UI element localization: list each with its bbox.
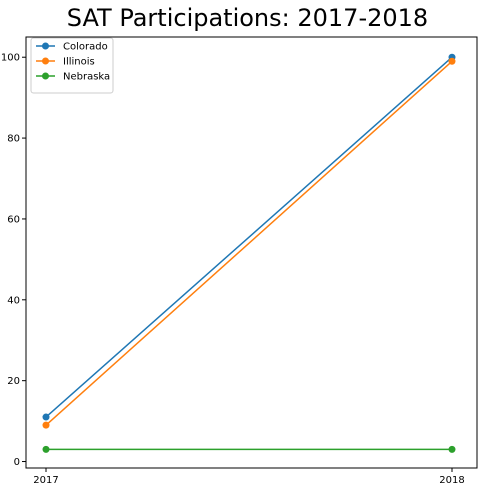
series-line-colorado	[45, 56, 453, 418]
data-point-illinois	[448, 57, 456, 65]
y-tick-label: 100	[1, 53, 20, 64]
legend-label-illinois: Illinois	[63, 57, 95, 68]
legend-label-colorado: Colorado	[63, 42, 108, 53]
series-line-illinois	[45, 60, 453, 426]
legend-box	[30, 37, 114, 94]
legend-marker-illinois	[42, 57, 49, 65]
legend: Colorado Illinois Nebraska	[30, 37, 114, 94]
y-tick-label: 20	[7, 376, 20, 387]
series-layer	[42, 53, 456, 453]
plot-frame	[25, 36, 478, 469]
x-tick-label: 2017	[33, 475, 58, 486]
data-point-colorado	[42, 413, 50, 421]
data-point-nebraska	[42, 445, 50, 453]
legend-label-nebraska: Nebraska	[63, 72, 110, 83]
y-tick-label: 0	[14, 457, 20, 468]
legend-marker-nebraska	[42, 72, 49, 80]
chart-title: SAT Participations: 2017-2018	[66, 4, 429, 32]
data-point-nebraska	[448, 445, 456, 453]
legend-marker-colorado	[42, 42, 49, 50]
axes: 0 20 40 60 80 100 2017 2018	[1, 36, 478, 486]
x-tick-label: 2018	[439, 475, 464, 486]
y-tick-label: 80	[7, 134, 20, 145]
y-tick-label: 60	[7, 214, 20, 225]
data-point-illinois	[42, 421, 50, 429]
y-tick-label: 40	[7, 295, 20, 306]
